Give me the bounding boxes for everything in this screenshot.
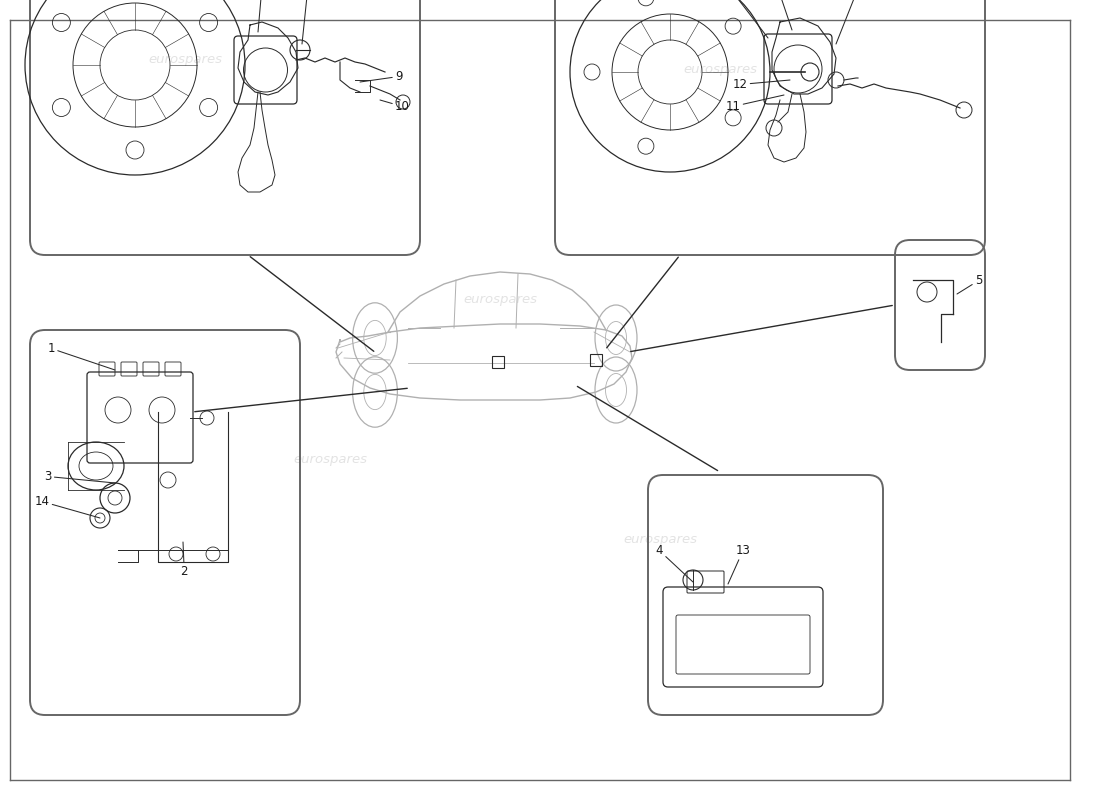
Text: 5: 5	[957, 274, 982, 294]
Text: 3: 3	[44, 470, 116, 483]
Text: 8: 8	[836, 0, 861, 44]
Bar	[590, 354, 602, 366]
Text: 13: 13	[728, 544, 750, 584]
Text: 14: 14	[34, 495, 100, 518]
Text: 10: 10	[379, 100, 410, 113]
Text: eurospares: eurospares	[463, 294, 537, 306]
Text: 6: 6	[774, 0, 792, 30]
Text: 9: 9	[360, 70, 403, 83]
Text: eurospares: eurospares	[683, 63, 757, 77]
Text: 2: 2	[180, 542, 188, 578]
Text: eurospares: eurospares	[293, 454, 367, 466]
Text: 12: 12	[733, 78, 790, 91]
Text: 11: 11	[726, 95, 784, 113]
Bar	[492, 356, 504, 368]
Text: 1: 1	[47, 342, 116, 370]
Text: eurospares: eurospares	[148, 54, 222, 66]
Text: 15: 15	[723, 0, 768, 38]
Text: 7: 7	[302, 0, 311, 44]
Text: 6: 6	[258, 0, 266, 32]
Text: eurospares: eurospares	[623, 534, 697, 546]
Text: 4: 4	[656, 544, 693, 582]
